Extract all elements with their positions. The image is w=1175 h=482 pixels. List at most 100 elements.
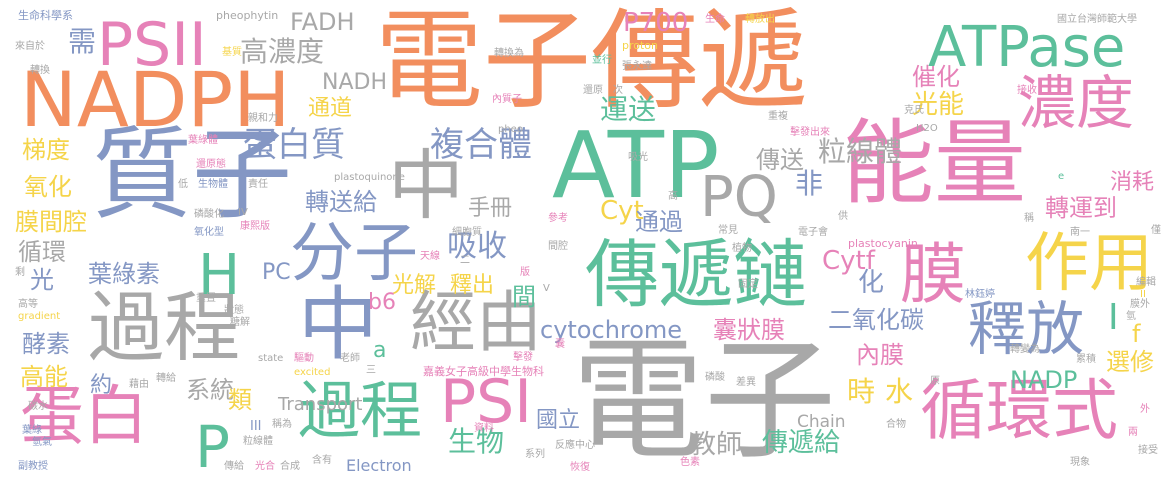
word-39: NADH [322,70,387,95]
word-92: 轉放出 [745,14,775,25]
word-105: 親和力 [248,113,278,124]
word-65: 梯度 [22,136,70,164]
word-64: 國立 [536,408,581,433]
word-139: 高等 [18,299,38,310]
word-95: 次 [613,85,623,96]
word-94: 還原 [583,85,603,96]
word-33: 傳遞給 [762,428,841,458]
word-99: 重複 [768,111,788,122]
word-168: 副教授 [18,461,48,472]
word-61: 選修 [1106,348,1154,376]
word-177: 色素 [680,457,700,468]
word-130: 版 [520,267,530,278]
word-46: 轉運到 [1045,194,1117,222]
word-0: 電子傳遞 [375,0,808,124]
word-165: 兩 [1128,427,1138,438]
word-66: 氧化 [24,173,72,201]
word-161: 稱為 [272,419,292,430]
word-111: 磷酸化 [194,209,224,220]
word-17: 釋放 [968,295,1085,363]
word-45: 傳送 [756,146,804,174]
word-76: a [373,338,387,363]
word-53: Cytf [822,246,875,276]
word-25: 蛋白質 [243,125,345,165]
word-29: 吸收 [447,229,507,264]
word-122: 供 [838,211,848,222]
word-149: 藉由 [129,379,149,390]
word-166: 葉綠 [22,425,42,436]
word-100: 擊發出來 [790,127,830,138]
word-98: 克氏 [904,105,924,116]
word-135: 膜外 [1130,299,1150,310]
word-77: f [1132,320,1141,348]
word-150: 轉給 [156,373,176,384]
word-69: 光 [30,266,54,294]
word-72: 約 [90,373,113,398]
word-123: 稱 [1024,213,1034,224]
word-93: 國立台灣師範大學 [1057,14,1137,25]
word-22: P [195,413,230,481]
word-75: b6 [368,290,396,315]
word-142: 狀態 [224,305,244,316]
word-133: V [543,283,550,294]
word-52: 非 [795,167,824,200]
word-30: 葉綠素 [88,260,160,288]
word-74: PC [262,260,291,285]
word-40: 通道 [308,96,353,121]
word-2: 質子 [92,116,292,233]
word-71: 高能 [20,363,68,391]
word-81: Chain [797,412,846,432]
word-158: 差異 [736,377,756,388]
word-5: NADPH [20,55,291,144]
word-31: cytochrome [540,316,683,344]
word-63: 水 [885,375,914,408]
word-80: Electron [346,456,412,475]
word-160: III [250,419,262,434]
word-102: pheo [498,124,523,135]
word-119: 植物 [732,243,752,254]
word-115: 細胞質 [452,227,482,238]
word-131: 間腔 [548,241,568,252]
word-88: proton [622,39,659,52]
word-151: 嘉義女子高級中學生物科 [423,365,544,378]
word-106: 還原態 [196,159,226,170]
word-147: 三 [366,365,376,376]
word-162: 粒線體 [243,436,273,447]
word-154: 磷酸 [705,372,725,383]
word-171: 合成 [280,461,300,472]
word-172: 含有 [312,455,332,466]
word-97: 接收 [1017,85,1037,96]
word-42: 光能 [912,90,965,120]
word-148: excited [294,367,331,378]
word-137: 氫 [1126,311,1136,322]
word-159: 碳水 [28,401,48,412]
word-79: Transport [278,394,363,415]
word-134: 林鈺婷 [965,289,995,300]
word-157: 原 [930,376,940,387]
word-101: H2O [916,123,938,134]
word-129: 二 [460,255,470,266]
word-86: 基質 [222,47,242,58]
word-169: 傳給 [224,461,244,472]
word-37: P700 [623,8,689,38]
word-164: 外 [1140,404,1150,415]
word-54: 化 [858,268,885,298]
word-24: PQ [700,165,778,230]
word-175: 反應中心 [555,440,595,451]
word-56: 釋出 [450,273,495,298]
word-1: 電子 [572,324,836,478]
word-59: 內膜 [856,341,904,369]
word-70: 酵素 [22,330,70,358]
word-85: pheophytin [216,9,279,22]
word-10: 經由 [410,284,542,361]
word-143: 糖解 [230,317,250,328]
word-140: gradient [18,311,61,322]
word-60: NADP [1010,366,1078,394]
word-48: 轉送給 [305,188,377,216]
word-6: 傳遞鏈 [585,232,807,318]
word-141: 重置 [196,293,216,304]
word-13: 濃度 [1018,69,1135,137]
word-167: 氫氣 [32,437,52,448]
word-32: 囊狀膜 [713,316,785,344]
word-173: 資料 [474,423,494,434]
